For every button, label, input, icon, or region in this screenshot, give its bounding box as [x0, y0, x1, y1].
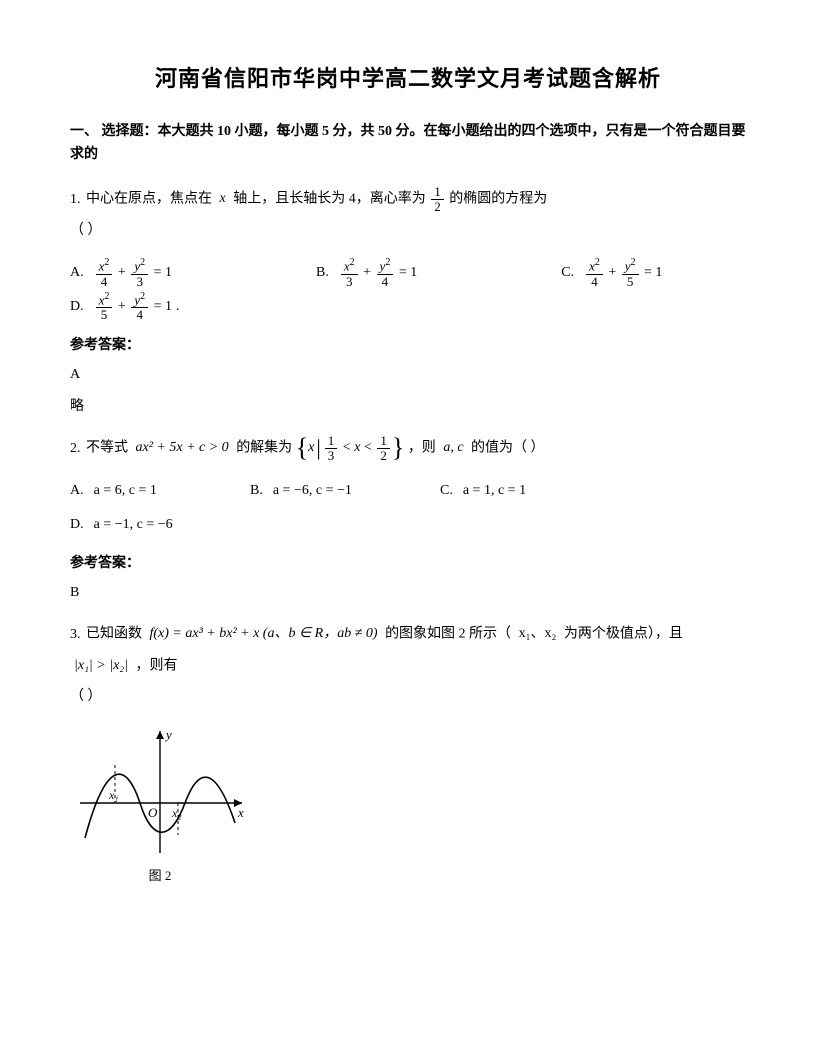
den: 3: [341, 275, 358, 289]
fn: 1: [325, 434, 338, 449]
question-1: 1. 中心在原点，焦点在 x 轴上，且长轴长为 4，离心率为 1 2 的椭圆的方…: [70, 184, 746, 246]
q3-text-d: ，则有: [136, 658, 178, 673]
den: 4: [131, 308, 148, 322]
q1-text-b: 轴上，且长轴长为 4，离心率为: [233, 192, 426, 207]
q2-text-b: 的解集为: [236, 441, 292, 456]
frac-den: 2: [431, 200, 444, 214]
q3-paren: （ ）: [70, 689, 102, 704]
q1-answer-label: 参考答案：: [70, 334, 746, 358]
opt-label: B.: [250, 474, 263, 508]
question-3: 3. 已知函数 f(x) = ax³ + bx² + x (a、b ∈ R，ab…: [70, 619, 746, 713]
opt-label: D.: [70, 508, 84, 542]
q2-option-d: D. a = −1, c = −6: [70, 508, 177, 542]
label-x2: x₂: [171, 806, 182, 820]
q1-option-d: D. x25 + y24 = 1 .: [70, 290, 180, 324]
q1-text-a: 中心在原点，焦点在: [86, 192, 212, 207]
q3-text-b: 的图象如图 2 所示（: [385, 627, 511, 642]
q1-options: A. x24 + y23 = 1 B. x23 + y24 = 1 C. x24…: [70, 256, 746, 323]
opt-expr: a = −1, c = −6: [94, 508, 173, 542]
q1-number: 1.: [70, 192, 81, 207]
q2-inequality: ax² + 5x + c > 0: [136, 440, 229, 455]
q3-absrel: |x₁| > |x₂|: [74, 651, 128, 682]
fn: 1: [377, 434, 390, 449]
q3-figure-caption: 图 2: [70, 865, 250, 887]
q1-paren: （ ）: [70, 223, 102, 238]
q1-option-a: A. x24 + y23 = 1: [70, 256, 176, 290]
opt-label: C.: [561, 256, 574, 290]
q1-option-b: B. x23 + y24 = 1: [316, 256, 421, 290]
q2-number: 2.: [70, 441, 81, 456]
q2-solution-set: { x | 13 < x < 12 }: [296, 433, 405, 464]
den: 5: [622, 275, 639, 289]
q1-text-c: 的椭圆的方程为: [449, 192, 547, 207]
fd: 3: [325, 449, 338, 463]
den: 4: [586, 275, 603, 289]
question-2: 2. 不等式 ax² + 5x + c > 0 的解集为 { x | 13 < …: [70, 433, 746, 464]
q1-answer: A: [70, 363, 746, 387]
section-heading: 一、 选择题：本大题共 10 小题，每小题 5 分，共 50 分。在每小题给出的…: [70, 121, 746, 166]
q3-x1x2: x₁、x₂: [519, 619, 557, 650]
opt-expr: a = −6, c = −1: [273, 474, 352, 508]
q3-figure: O x y x₁ x₂ 图 2: [70, 723, 746, 887]
label-y-axis: y: [164, 727, 172, 742]
q3-number: 3.: [70, 627, 81, 642]
den: 3: [131, 275, 148, 289]
opt-label: D.: [70, 290, 84, 324]
opt-label: C.: [440, 474, 453, 508]
q2-option-c: C. a = 1, c = 1: [440, 474, 590, 508]
q3-text-a: 已知函数: [86, 627, 142, 642]
q1-brief: 略: [70, 395, 746, 419]
fd: 2: [377, 449, 390, 463]
opt-expr: a = 6, c = 1: [94, 474, 157, 508]
label-origin: O: [148, 805, 158, 820]
q2-text-c: ，则: [408, 441, 436, 456]
frac-num: 1: [431, 185, 444, 200]
q1-option-c: C. x24 + y25 = 1: [561, 256, 666, 290]
label-x1: x₁: [108, 788, 119, 802]
q3-text-c: 为两个极值点），且: [564, 627, 683, 642]
q1-eccentricity: 1 2: [431, 185, 444, 215]
q2-option-b: B. a = −6, c = −1: [250, 474, 410, 508]
den: 4: [377, 275, 394, 289]
q2-answer-label: 参考答案：: [70, 552, 746, 576]
q3-graph: O x y x₁ x₂: [70, 723, 250, 863]
opt-label: B.: [316, 256, 329, 290]
q3-function: f(x) = ax³ + bx² + x (a、b ∈ R，ab ≠ 0): [150, 619, 378, 650]
opt-label: A.: [70, 474, 84, 508]
q2-text-a: 不等式: [86, 441, 128, 456]
label-x-axis: x: [237, 805, 244, 820]
q2-vars: a, c: [443, 440, 463, 455]
q2-text-d: 的值为（ ）: [471, 441, 545, 456]
den: 4: [96, 275, 113, 289]
q2-option-a: A. a = 6, c = 1: [70, 474, 220, 508]
den: 5: [96, 308, 113, 322]
page-title: 河南省信阳市华岗中学高二数学文月考试题含解析: [70, 60, 746, 97]
q2-options: A. a = 6, c = 1 B. a = −6, c = −1 C. a =…: [70, 474, 746, 541]
y-axis-arrow: [156, 731, 164, 739]
q1-axis-var: x: [220, 191, 226, 206]
q2-answer: B: [70, 581, 746, 605]
opt-expr: a = 1, c = 1: [463, 474, 526, 508]
opt-label: A.: [70, 256, 84, 290]
